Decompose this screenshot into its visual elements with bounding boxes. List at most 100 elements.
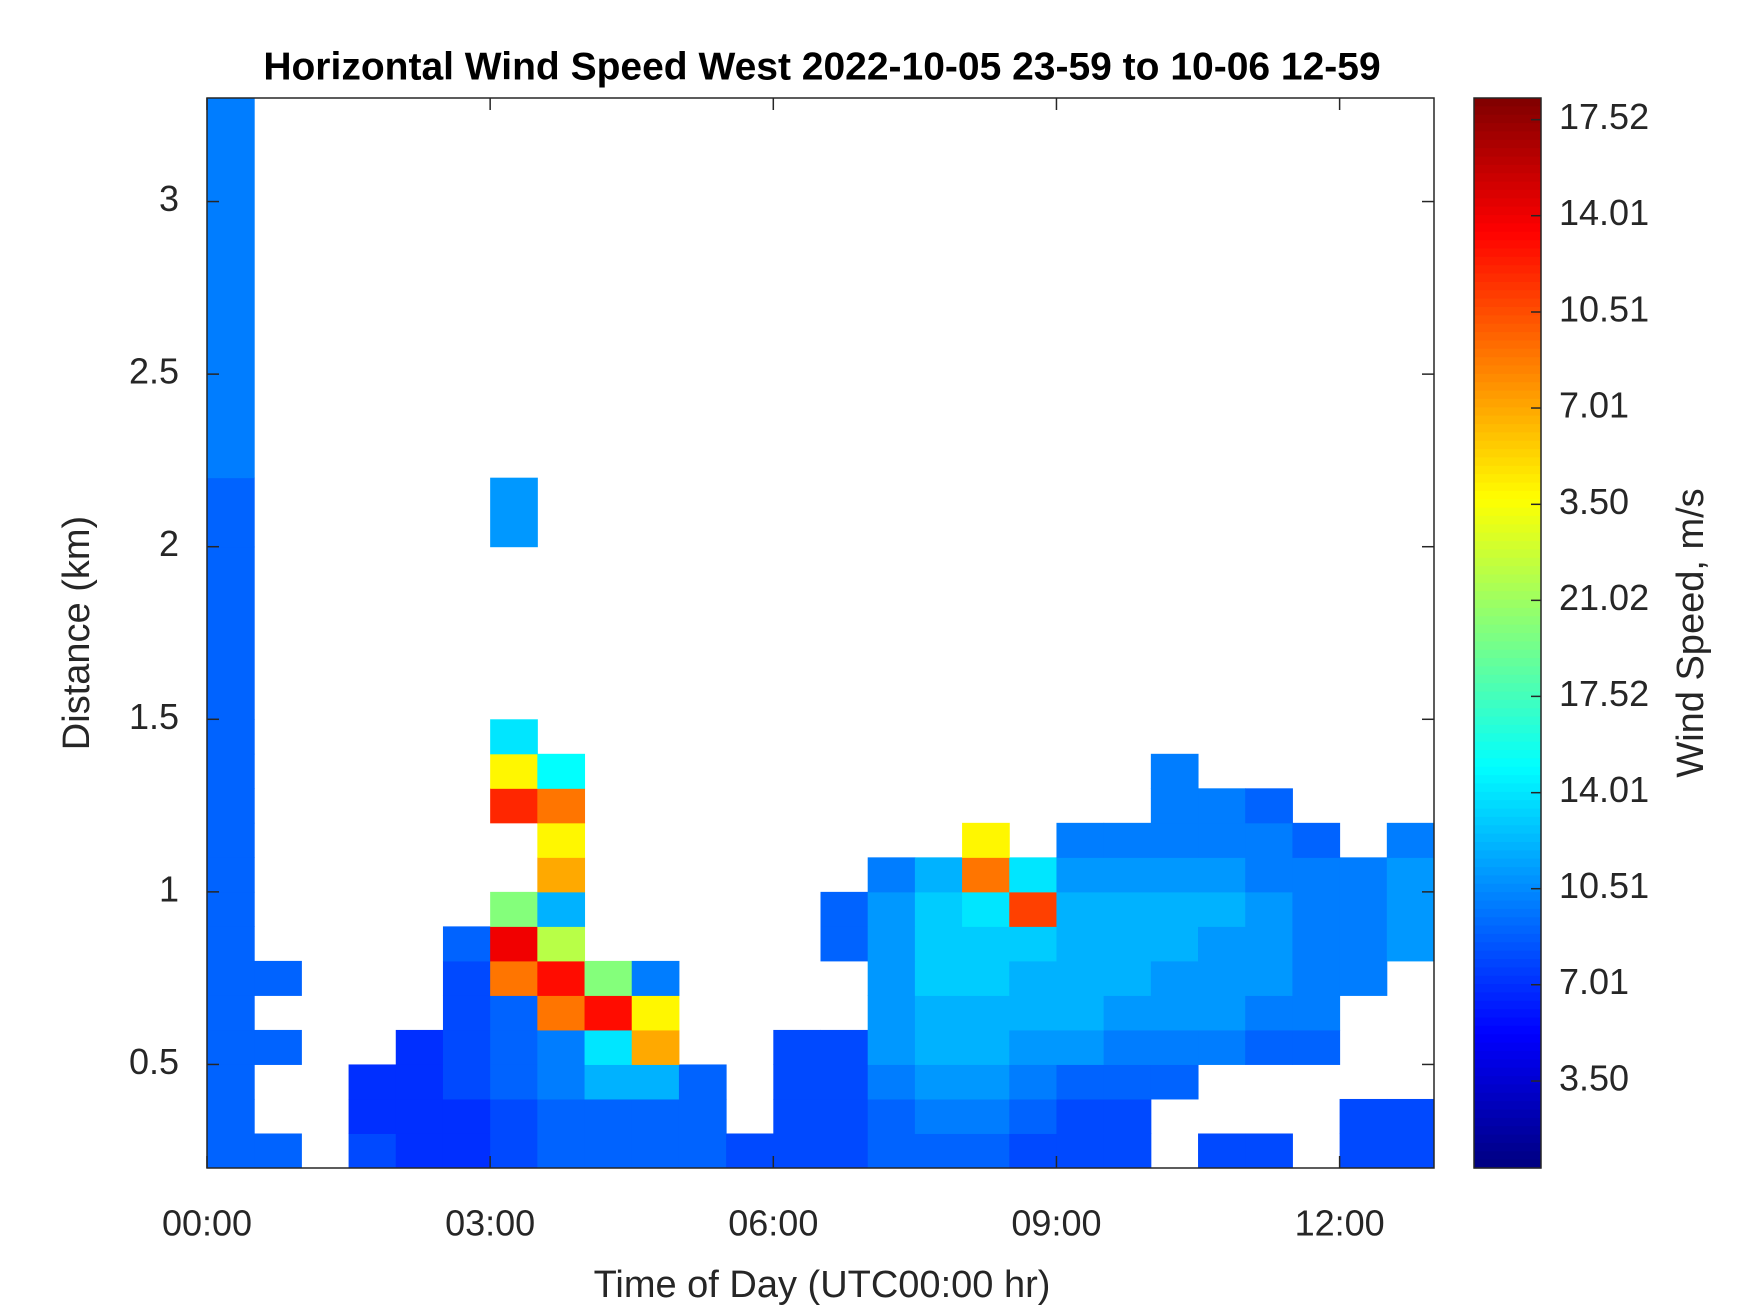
heat-cell [207,753,255,789]
heat-cell [867,1029,916,1065]
heat-cell [1056,891,1105,927]
heat-cell [442,926,491,962]
colorbar-segment [1474,741,1541,751]
heat-cell [207,960,255,996]
colorbar-segment [1474,1034,1541,1044]
heat-cell [1245,857,1293,893]
colorbar-segment [1474,240,1541,250]
colorbar-segment [1474,1067,1541,1077]
heat-cell [207,822,255,858]
heat-cell [1339,1133,1388,1169]
heat-cell [584,1098,633,1134]
colorbar-segment [1474,917,1541,927]
heat-cell [537,753,586,789]
heat-cell [867,1098,916,1134]
heat-cell [442,995,491,1031]
colorbar-segment [1474,1009,1541,1019]
chart-title: Horizontal Wind Speed West 2022-10-05 23… [263,45,1380,88]
heat-cell [1339,960,1388,996]
colorbar-segment [1474,1059,1541,1069]
colorbar-segment [1474,766,1541,776]
heat-cell [1245,1133,1293,1169]
heat-cell [1245,891,1293,927]
heat-cell [1292,1029,1341,1065]
heat-cell [584,995,633,1031]
colorbar-segment [1474,1126,1541,1136]
colorbar-segment [1474,323,1541,333]
heat-cell [1056,1029,1105,1065]
colorbar-segment [1474,281,1541,291]
heat-cell [1103,1029,1152,1065]
heat-cell [207,546,255,720]
colorbar-segment [1474,816,1541,826]
heat-cell [1386,1098,1435,1134]
colorbar-segment [1474,415,1541,425]
heat-cell [631,1133,680,1169]
heat-cell [631,960,680,996]
heat-cell [207,788,255,824]
x-tick-label: 03:00 [445,1203,535,1244]
heat-cell [820,1098,869,1134]
heat-cell [584,960,633,996]
heat-cell [490,960,538,996]
colorbar-segment [1474,858,1541,868]
heat-cell [1245,926,1293,962]
colorbar-tick-label: 17.52 [1559,673,1649,714]
heat-cell [207,857,255,893]
heat-cell [820,1133,869,1169]
colorbar-segment [1474,123,1541,133]
colorbar-segment [1474,825,1541,835]
colorbar-segment [1474,566,1541,576]
colorbar-segment [1474,783,1541,793]
colorbar-tick-label: 3.50 [1559,481,1629,522]
heat-cell [490,477,538,548]
heat-cell [584,1029,633,1065]
colorbar-segment [1474,457,1541,467]
heat-cell [1150,960,1199,996]
colorbar-segment [1474,867,1541,877]
heat-cell [962,822,1010,858]
heat-cell [537,857,586,893]
x-tick-label: 00:00 [162,1203,252,1244]
heat-cell [442,1064,491,1100]
colorbar-tick-label: 7.01 [1559,961,1629,1002]
heat-cell [678,1098,727,1134]
heat-cell [254,960,302,996]
heat-cell [962,995,1010,1031]
heat-cell [537,822,586,858]
colorbar-segment [1474,1151,1541,1161]
heat-cell [490,1098,538,1134]
heat-cell [442,1029,491,1065]
colorbar-segment [1474,633,1541,642]
colorbar-segment [1474,699,1541,709]
heat-cell [820,926,869,962]
heat-cell [914,1064,963,1100]
heat-cell [207,891,255,927]
heat-cell [1339,891,1388,927]
heat-cell [1386,891,1435,927]
heat-cell [1292,891,1341,927]
heat-cell [631,1098,680,1134]
colorbar-segment [1474,440,1541,450]
colorbar-segment [1474,131,1541,141]
colorbar-segment [1474,198,1541,208]
heat-cell [490,1133,538,1169]
heat-cell [1056,1064,1105,1100]
colorbar-segment [1474,967,1541,977]
heat-cell [1245,960,1293,996]
heat-cell [1009,1064,1057,1100]
colorbar-segment [1474,775,1541,785]
colorbar-segment [1474,1000,1541,1010]
heat-cell [1198,822,1246,858]
heat-cell [348,1098,397,1134]
heat-cell [584,1064,633,1100]
heat-cell [867,995,916,1031]
heat-cell [1339,857,1388,893]
colorbar-segment [1474,148,1541,158]
heat-cell [207,926,255,962]
heat-cell [207,1098,255,1134]
heat-cell [631,995,680,1031]
colorbar-segment [1474,658,1541,668]
colorbar-tick-label: 21.02 [1559,577,1649,618]
x-tick-label: 09:00 [1011,1203,1101,1244]
